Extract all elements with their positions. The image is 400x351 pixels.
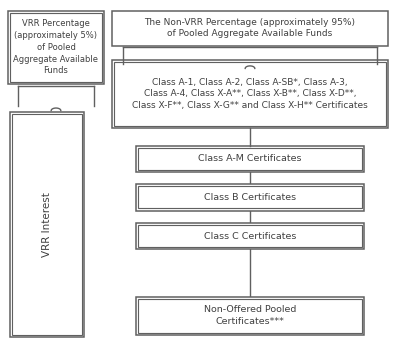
Text: Class B Certificates: Class B Certificates xyxy=(204,193,296,202)
FancyBboxPatch shape xyxy=(136,297,364,335)
Text: Class A-M Certificates: Class A-M Certificates xyxy=(198,154,302,163)
Text: VRR Percentage
(approximately 5%)
of Pooled
Aggregate Available
Funds: VRR Percentage (approximately 5%) of Poo… xyxy=(14,19,98,75)
FancyBboxPatch shape xyxy=(136,223,364,249)
Text: Class A-1, Class A-2, Class A-SB*, Class A-3,
Class A-4, Class X-A**, Class X-B*: Class A-1, Class A-2, Class A-SB*, Class… xyxy=(132,78,368,110)
FancyBboxPatch shape xyxy=(10,112,84,337)
Text: VRR Interest: VRR Interest xyxy=(42,192,52,257)
FancyBboxPatch shape xyxy=(112,60,388,128)
Text: The Non-VRR Percentage (approximately 95%)
of Pooled Aggregate Available Funds: The Non-VRR Percentage (approximately 95… xyxy=(144,18,356,39)
FancyBboxPatch shape xyxy=(136,146,364,172)
Text: Class C Certificates: Class C Certificates xyxy=(204,232,296,240)
FancyBboxPatch shape xyxy=(8,11,104,84)
FancyBboxPatch shape xyxy=(136,184,364,211)
FancyBboxPatch shape xyxy=(112,11,388,46)
Text: Non-Offered Pooled
Certificates***: Non-Offered Pooled Certificates*** xyxy=(204,305,296,326)
